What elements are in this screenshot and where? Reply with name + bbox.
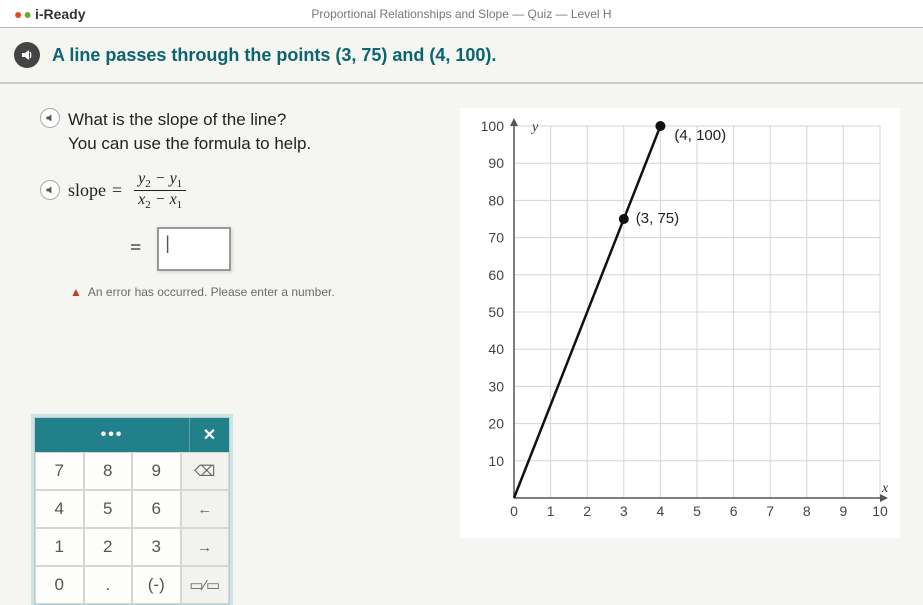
svg-text:9: 9 bbox=[840, 503, 848, 519]
numeric-keypad: ••• ✕ 789⌫ 456← 123→ 0.(-)▭⁄▭ bbox=[34, 417, 230, 605]
svg-text:5: 5 bbox=[693, 503, 701, 519]
prompt-row: What is the slope of the line? You can u… bbox=[40, 108, 460, 156]
keypad-key-6[interactable]: 6 bbox=[132, 490, 181, 528]
svg-text:100: 100 bbox=[481, 118, 505, 134]
slope-formula: slope = y2 − y1 x2 − x1 bbox=[68, 170, 186, 211]
line-chart: 0 1 2 3 4 5 6 7 8 9 10 10 20 30 40 50 60 70 80 90 100 y x (3, 7… bbox=[460, 108, 900, 538]
keypad-key-8[interactable]: 8 bbox=[84, 452, 133, 490]
keypad-key-(-)[interactable]: (-) bbox=[132, 566, 181, 604]
svg-text:y: y bbox=[530, 120, 539, 135]
svg-text:10: 10 bbox=[872, 503, 888, 519]
keypad-key-0[interactable]: 0 bbox=[35, 566, 84, 604]
fraction-numerator: y2 − y1 bbox=[134, 170, 186, 191]
audio-icon[interactable] bbox=[40, 180, 60, 200]
keypad-key-9[interactable]: 9 bbox=[132, 452, 181, 490]
app-topbar: ● ● i-Ready Proportional Relationships a… bbox=[0, 0, 923, 28]
svg-text:7: 7 bbox=[766, 503, 774, 519]
svg-text:50: 50 bbox=[488, 304, 504, 320]
svg-text:60: 60 bbox=[488, 267, 504, 283]
svg-text:30: 30 bbox=[488, 378, 504, 394]
keypad-header: ••• ✕ bbox=[35, 418, 229, 452]
svg-text:10: 10 bbox=[488, 453, 504, 469]
svg-text:x: x bbox=[881, 481, 889, 496]
error-message: An error has occurred. Please enter a nu… bbox=[88, 285, 335, 299]
svg-text:6: 6 bbox=[730, 503, 738, 519]
svg-text:2: 2 bbox=[583, 503, 591, 519]
keypad-key-7[interactable]: 7 bbox=[35, 452, 84, 490]
svg-text:(4, 100): (4, 100) bbox=[674, 127, 726, 144]
svg-text:70: 70 bbox=[488, 230, 504, 246]
audio-icon[interactable] bbox=[40, 108, 60, 128]
svg-text:3: 3 bbox=[620, 503, 628, 519]
answer-input[interactable]: | bbox=[157, 227, 231, 271]
keypad-key-4[interactable]: 4 bbox=[35, 490, 84, 528]
svg-text:(3, 75): (3, 75) bbox=[636, 210, 679, 227]
slope-formula-row: slope = y2 − y1 x2 − x1 bbox=[40, 170, 460, 211]
breadcrumb: Proportional Relationships and Slope — Q… bbox=[311, 7, 611, 21]
equals-sign: = bbox=[112, 180, 122, 201]
fraction-denominator: x2 − x1 bbox=[134, 191, 186, 211]
app-logo-text: i-Ready bbox=[35, 6, 86, 22]
keypad-key-→[interactable]: → bbox=[181, 528, 230, 566]
prompt-text: What is the slope of the line? You can u… bbox=[68, 108, 311, 156]
keypad-close-button[interactable]: ✕ bbox=[189, 418, 229, 452]
svg-text:80: 80 bbox=[488, 192, 504, 208]
keypad-key-1[interactable]: 1 bbox=[35, 528, 84, 566]
audio-icon[interactable] bbox=[14, 42, 40, 68]
warning-icon: ▲ bbox=[70, 285, 82, 299]
keypad-key-.[interactable]: . bbox=[84, 566, 133, 604]
svg-text:0: 0 bbox=[510, 503, 518, 519]
keypad-more-button[interactable]: ••• bbox=[35, 418, 189, 452]
keypad-key-3[interactable]: 3 bbox=[132, 528, 181, 566]
keypad-key-▭⁄▭[interactable]: ▭⁄▭ bbox=[181, 566, 230, 604]
right-column: 0 1 2 3 4 5 6 7 8 9 10 10 20 30 40 50 60 70 80 90 100 y x (3, 7… bbox=[460, 108, 903, 538]
prompt-line-2: You can use the formula to help. bbox=[68, 132, 311, 156]
prompt-line-1: What is the slope of the line? bbox=[68, 108, 311, 132]
logo-dot-orange: ● bbox=[14, 6, 22, 22]
svg-text:8: 8 bbox=[803, 503, 811, 519]
keypad-grid: 789⌫ 456← 123→ 0.(-)▭⁄▭ bbox=[35, 452, 229, 604]
slope-label: slope bbox=[68, 180, 106, 201]
keypad-key-5[interactable]: 5 bbox=[84, 490, 133, 528]
logo-dot-green: ● bbox=[23, 6, 31, 22]
svg-text:90: 90 bbox=[488, 155, 504, 171]
svg-text:4: 4 bbox=[657, 503, 665, 519]
slope-fraction: y2 − y1 x2 − x1 bbox=[134, 170, 186, 211]
question-stem: A line passes through the points (3, 75)… bbox=[52, 45, 496, 66]
error-message-row: ▲ An error has occurred. Please enter a … bbox=[70, 285, 460, 299]
answer-row: = | bbox=[130, 227, 460, 271]
question-stem-bar: A line passes through the points (3, 75)… bbox=[0, 28, 923, 84]
chart-container: 0 1 2 3 4 5 6 7 8 9 10 10 20 30 40 50 60 70 80 90 100 y x (3, 7… bbox=[460, 108, 900, 538]
keypad-key-⌫[interactable]: ⌫ bbox=[181, 452, 230, 490]
keypad-key-2[interactable]: 2 bbox=[84, 528, 133, 566]
svg-text:20: 20 bbox=[488, 416, 504, 432]
equals-sign: = bbox=[130, 237, 141, 260]
svg-text:40: 40 bbox=[488, 341, 504, 357]
keypad-key-←[interactable]: ← bbox=[181, 490, 230, 528]
svg-text:1: 1 bbox=[547, 503, 555, 519]
